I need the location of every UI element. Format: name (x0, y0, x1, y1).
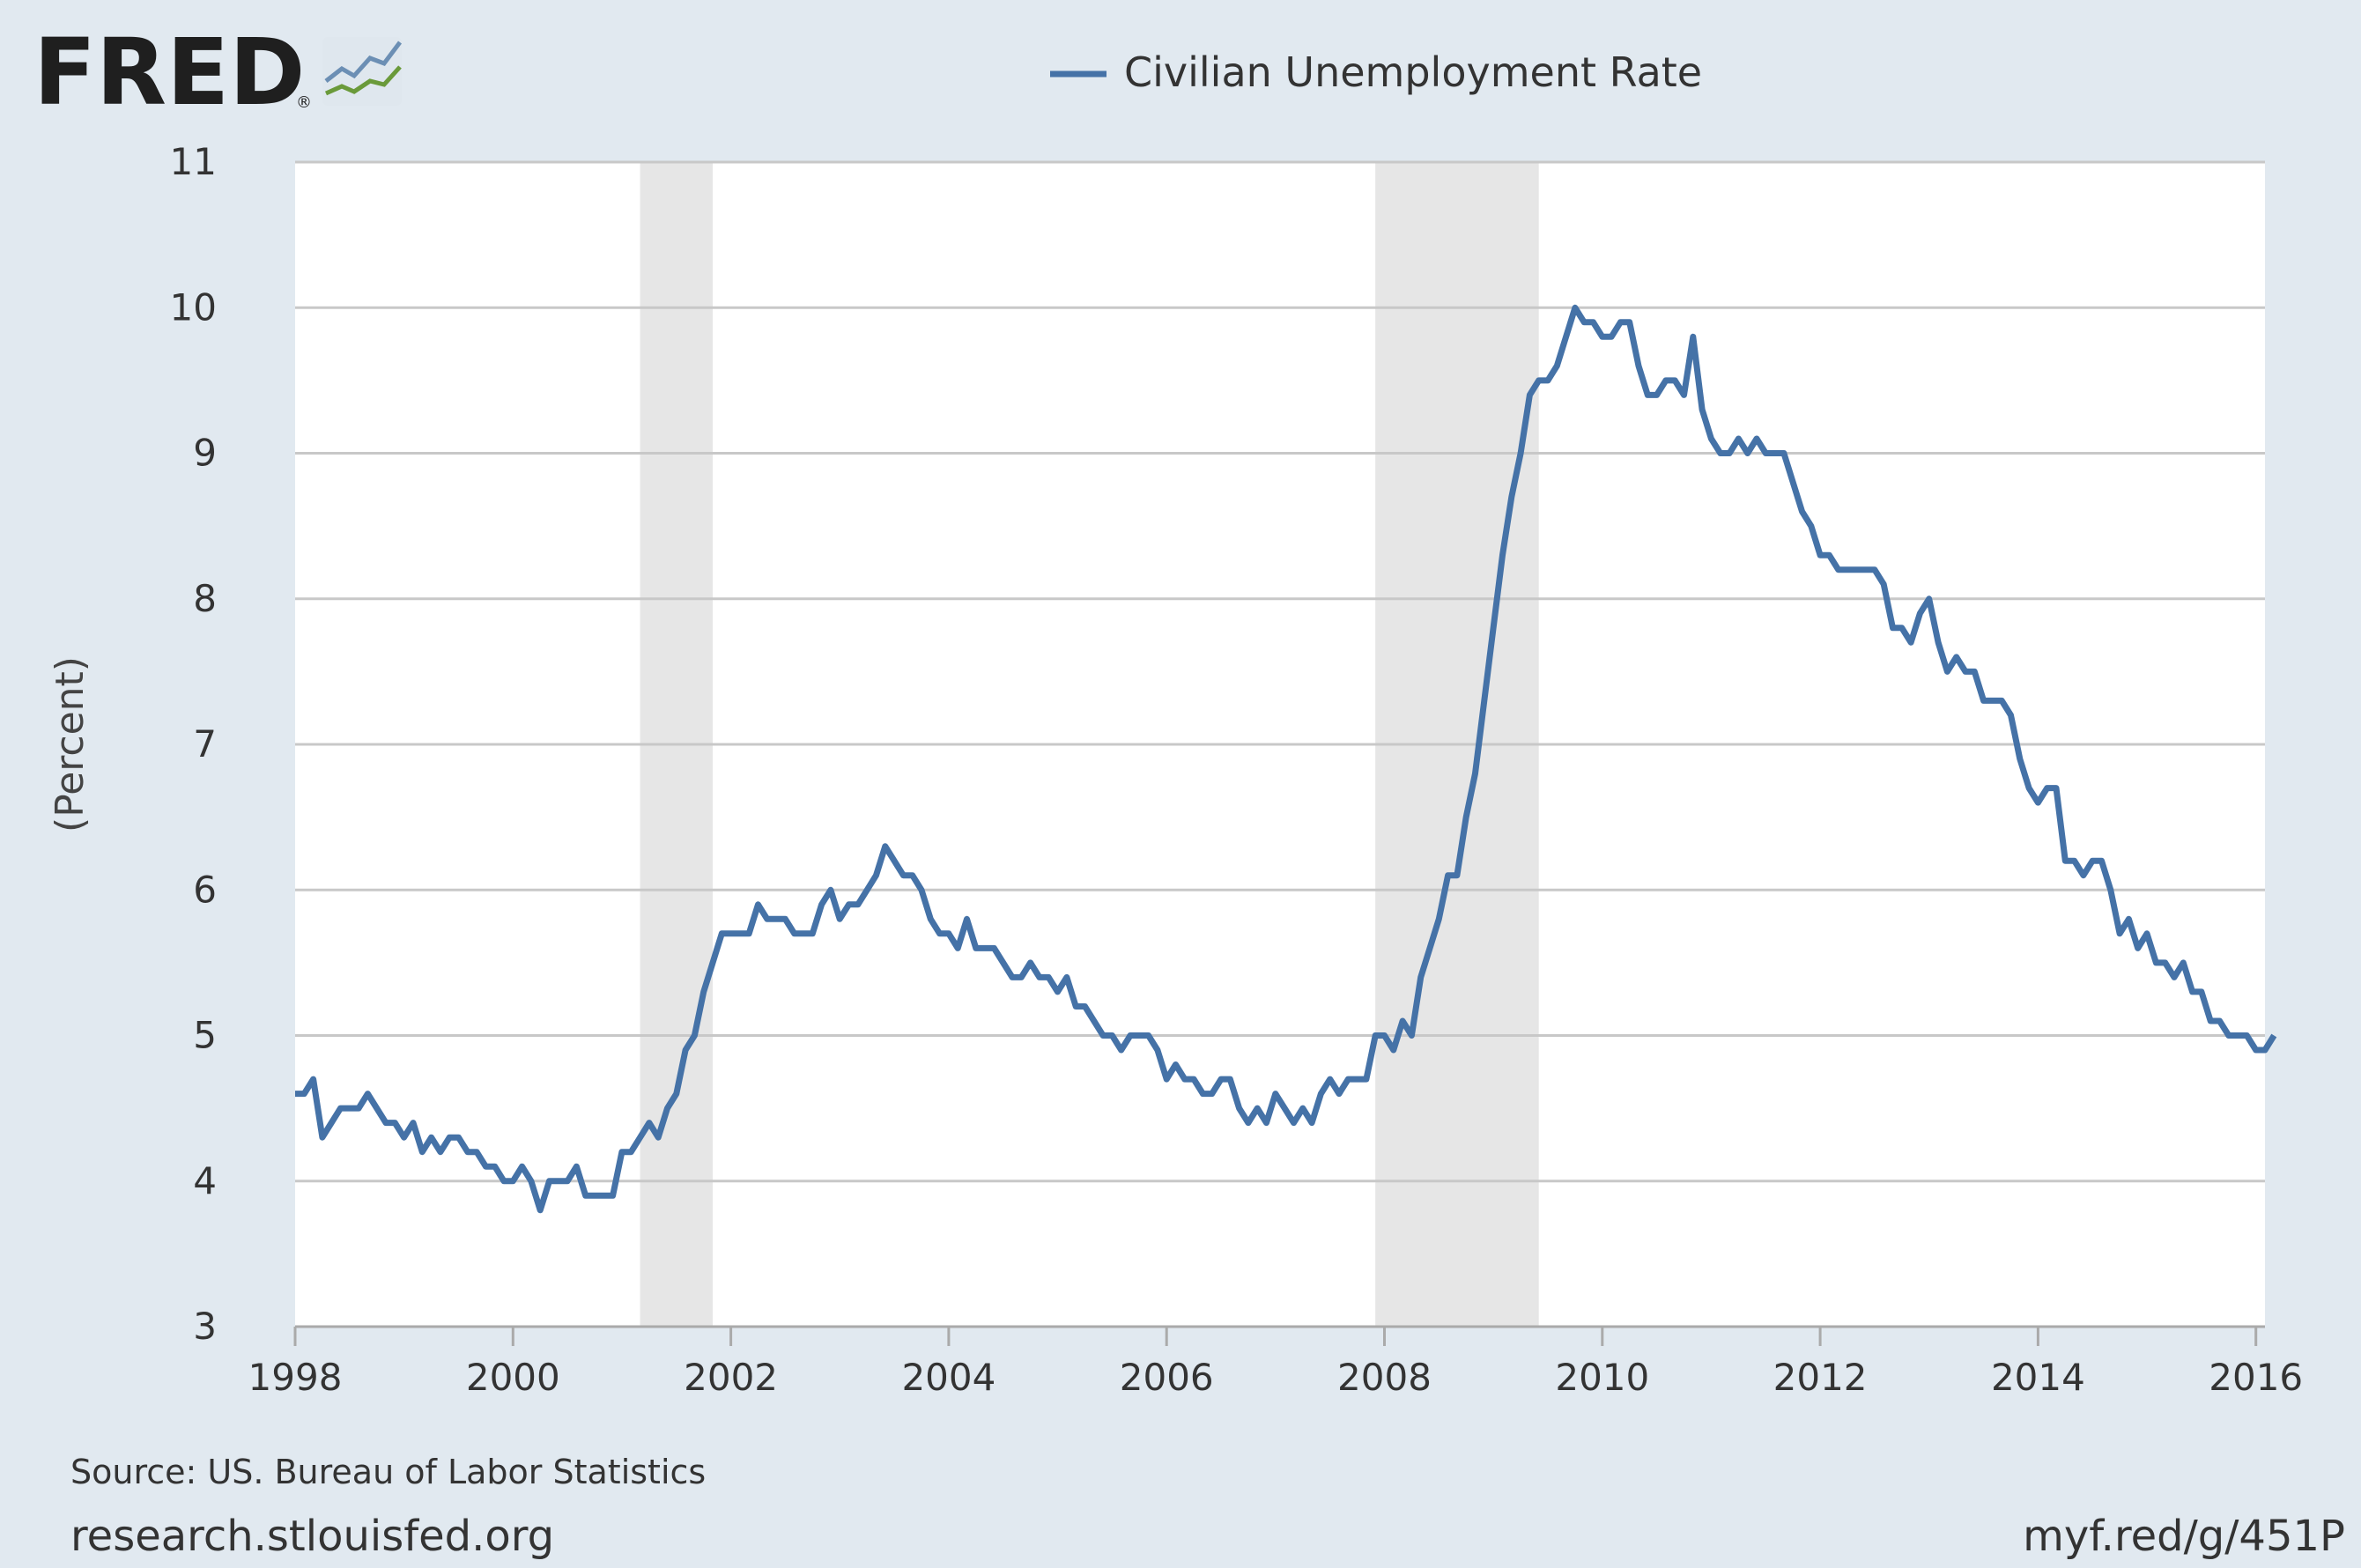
y-tick-label-6: 6 (193, 868, 217, 911)
x-tick-label-2016: 2016 (2209, 1356, 2303, 1399)
y-tick-label-8: 8 (193, 577, 217, 620)
fred-logo[interactable]: FRED ® (33, 18, 402, 126)
y-axis-ticks: 3 4 5 6 7 8 9 10 11 (170, 140, 217, 1348)
y-tick-label-10: 10 (170, 285, 217, 329)
legend[interactable]: Civilian Unemployment Rate (1050, 48, 1702, 96)
series-line-unemployment-rate[interactable] (295, 304, 2277, 1214)
x-tick-label-2006: 2006 (1120, 1356, 1214, 1399)
y-tick-label-4: 4 (193, 1159, 217, 1202)
x-tick-label-2010: 2010 (1555, 1356, 1649, 1399)
x-tick-label-1998: 1998 (248, 1356, 343, 1399)
y-tick-label-11: 11 (170, 140, 217, 183)
legend-label: Civilian Unemployment Rate (1124, 48, 1702, 96)
x-tick-label-2014: 2014 (1991, 1356, 2085, 1399)
y-tick-label-9: 9 (193, 432, 217, 475)
source-note: Source: US. Bureau of Labor Statistics (70, 1453, 706, 1491)
short-link[interactable]: myf.red/g/451P (2023, 1512, 2345, 1561)
x-tick-label-2000: 2000 (466, 1356, 560, 1399)
y-tick-label-5: 5 (193, 1014, 217, 1057)
site-link[interactable]: research.stlouisfed.org (70, 1512, 554, 1561)
y-tick-label-7: 7 (193, 722, 217, 766)
gridlines (295, 160, 2265, 1328)
fred-chart-logo-icon (322, 37, 402, 106)
y-tick-label-3: 3 (193, 1305, 217, 1348)
x-tick-label-2012: 2012 (1773, 1356, 1868, 1399)
x-tick-label-2004: 2004 (901, 1356, 995, 1399)
x-tick-label-2008: 2008 (1337, 1356, 1432, 1399)
fred-logo-text: FRED (33, 18, 306, 126)
y-axis-title: (Percent) (48, 656, 93, 832)
x-axis-ticks: 1998 2000 2002 2004 2006 2008 2010 2012 2014 2016 (248, 1327, 2303, 1399)
x-tick-label-2002: 2002 (684, 1356, 778, 1399)
registered-mark: ® (296, 93, 312, 112)
